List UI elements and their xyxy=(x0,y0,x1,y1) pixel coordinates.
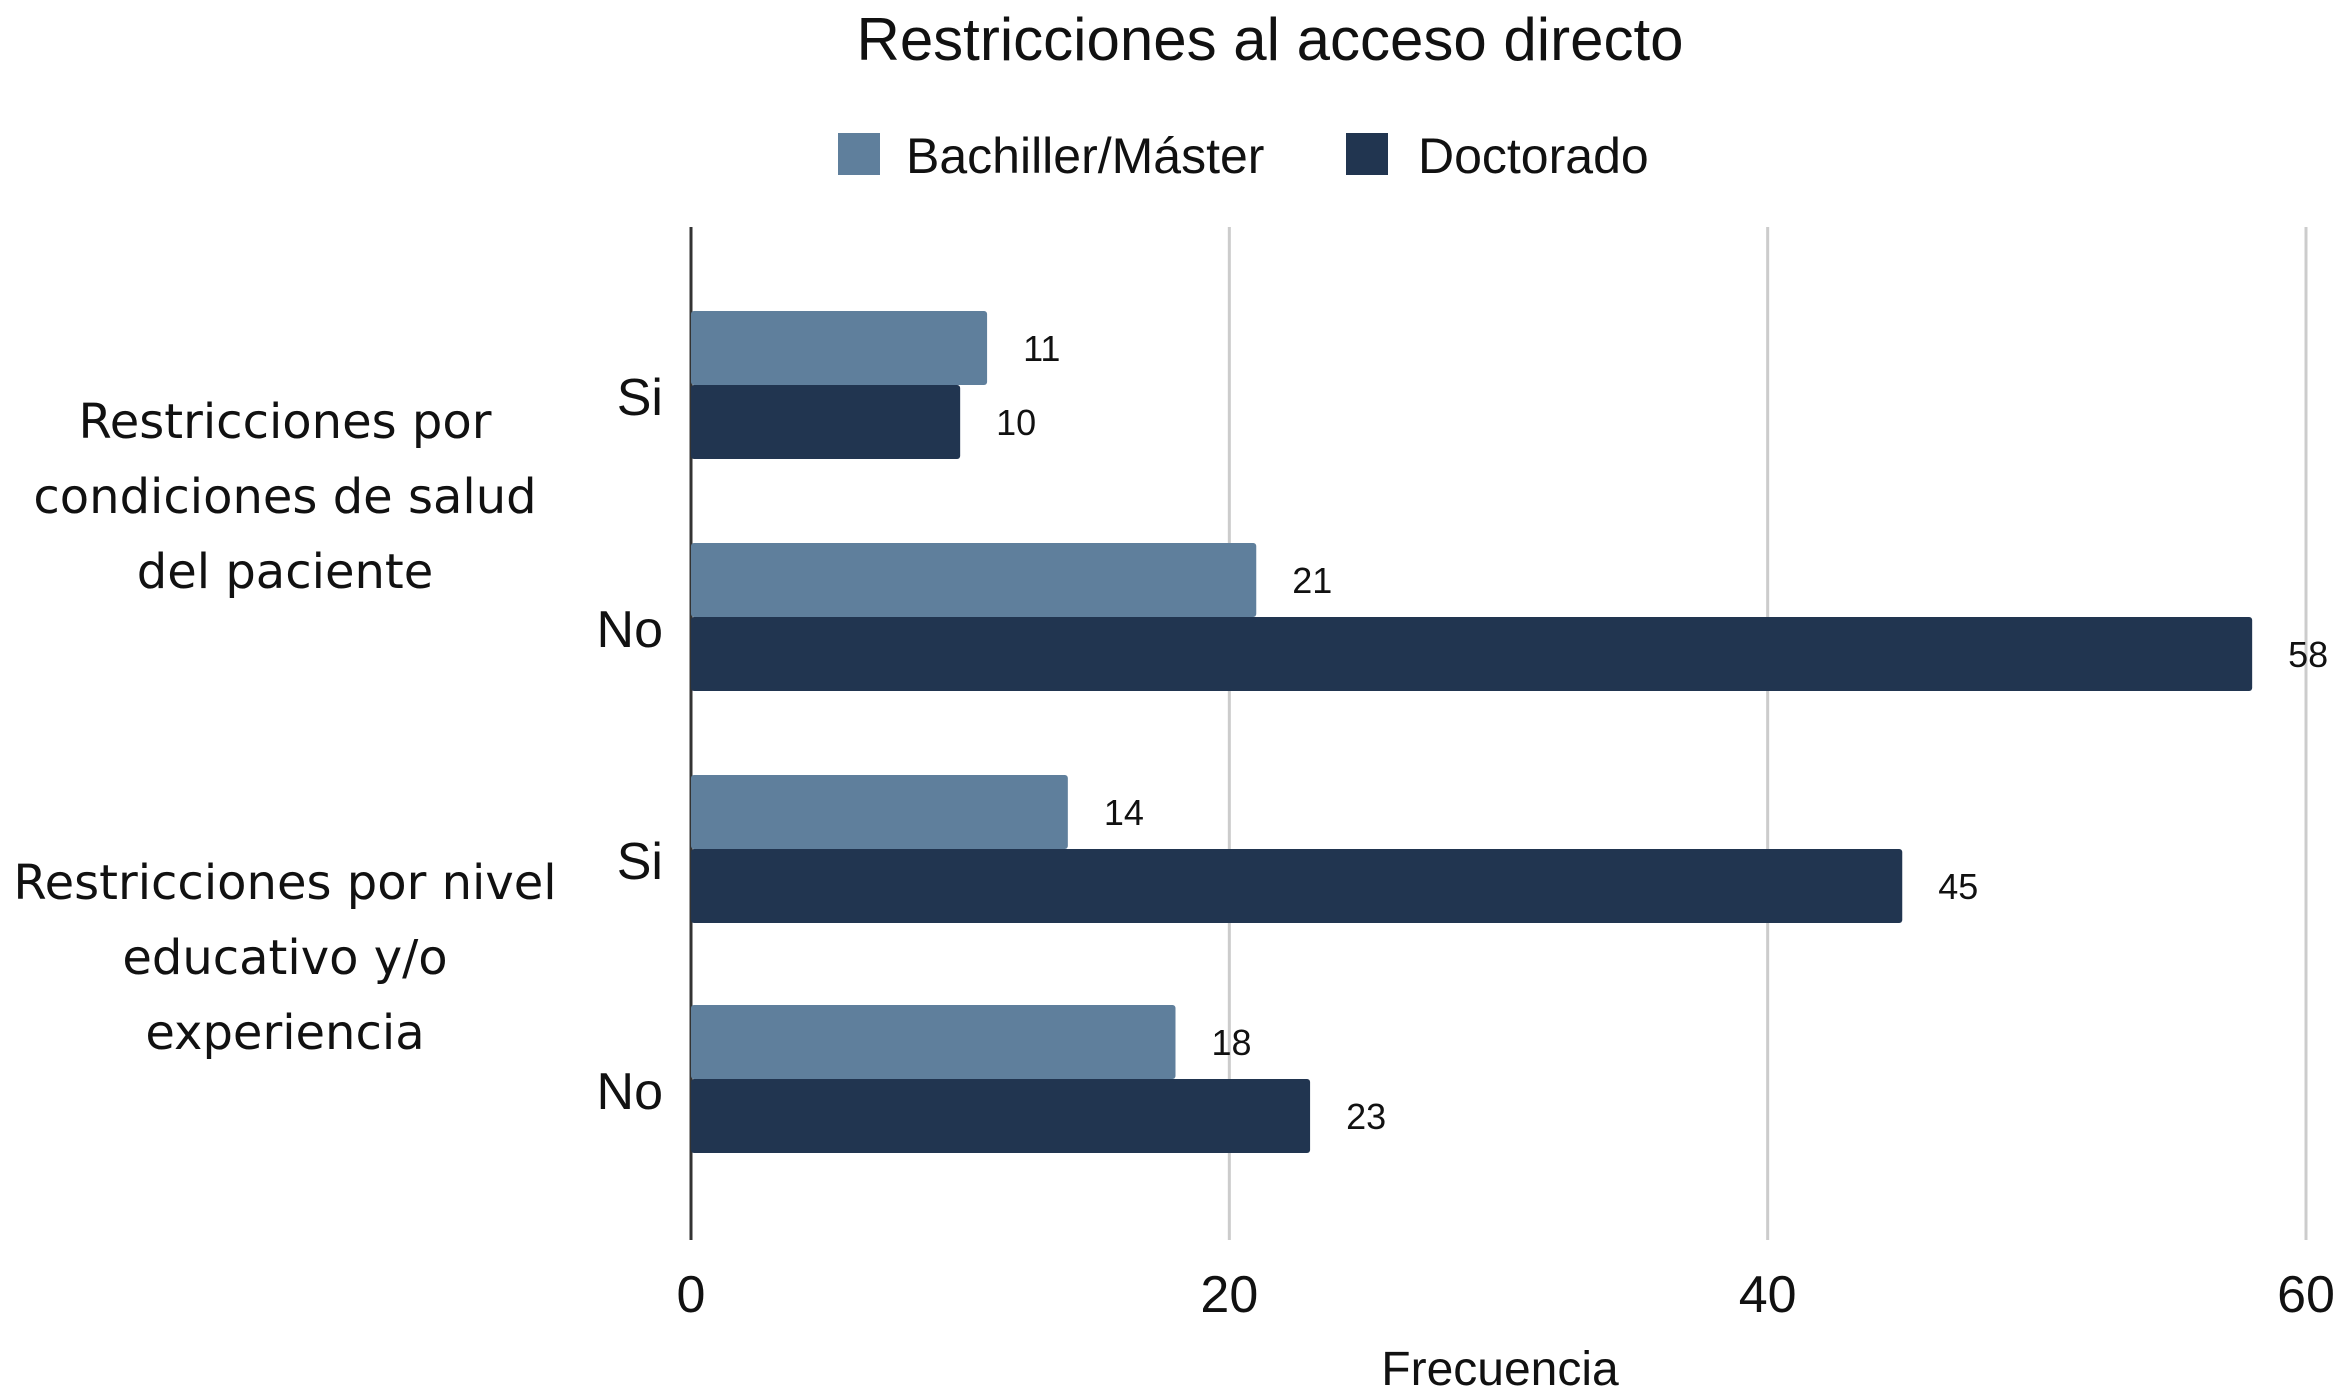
x-tick-label: 40 xyxy=(1739,1266,1797,1324)
group-label-line: experiencia xyxy=(145,1005,424,1061)
group-label-line: Restricciones por nivel xyxy=(13,855,556,911)
chart-title: Restricciones al acceso directo xyxy=(856,6,1683,73)
legend-swatch-doctorado xyxy=(1346,133,1388,175)
bars xyxy=(691,311,2253,1153)
category-label: No xyxy=(597,1063,663,1121)
bar-bachiller xyxy=(691,543,1257,617)
data-label: 45 xyxy=(1938,866,1978,907)
x-tick-label: 20 xyxy=(1200,1266,1258,1324)
value-labels: 11 10 21 58 14 45 18 23 xyxy=(996,328,2328,1137)
bar-bachiller xyxy=(691,311,988,385)
group-label-line: condiciones de salud xyxy=(33,469,536,525)
data-label: 10 xyxy=(996,402,1036,443)
data-label: 18 xyxy=(1212,1022,1252,1063)
bar-doctorado xyxy=(691,617,2253,691)
data-label: 58 xyxy=(2288,634,2328,675)
data-label: 11 xyxy=(1023,328,1060,369)
category-label: No xyxy=(597,601,663,659)
data-label: 14 xyxy=(1104,792,1144,833)
category-label: Si xyxy=(617,369,663,427)
legend-label-bachiller: Bachiller/Máster xyxy=(906,128,1264,184)
bar-doctorado xyxy=(691,1079,1311,1153)
bar-bachiller xyxy=(691,1005,1176,1079)
group-label-line: Restricciones por xyxy=(79,394,492,450)
x-tick-label: 0 xyxy=(677,1266,706,1324)
bar-bachiller xyxy=(691,775,1068,849)
group-label-line: del paciente xyxy=(137,544,434,600)
x-axis-title: Frecuencia xyxy=(1381,1343,1619,1396)
legend-label-doctorado: Doctorado xyxy=(1418,128,1649,184)
x-tick-label: 60 xyxy=(2277,1266,2335,1324)
category-labels: Si No Si No xyxy=(597,369,663,1121)
legend-swatch-bachiller xyxy=(838,133,880,175)
group-labels: Restricciones por condiciones de salud del… xyxy=(13,394,556,1061)
x-axis-ticks: 0 20 40 60 xyxy=(677,1266,2335,1324)
bar-doctorado xyxy=(691,385,961,459)
group-label-line: educativo y/o xyxy=(122,930,447,986)
data-label: 23 xyxy=(1346,1096,1386,1137)
legend: Bachiller/Máster Doctorado xyxy=(838,128,1649,184)
data-label: 21 xyxy=(1292,560,1332,601)
gridlines xyxy=(1227,227,2308,1240)
bar-doctorado xyxy=(691,849,1903,923)
category-label: Si xyxy=(617,833,663,891)
